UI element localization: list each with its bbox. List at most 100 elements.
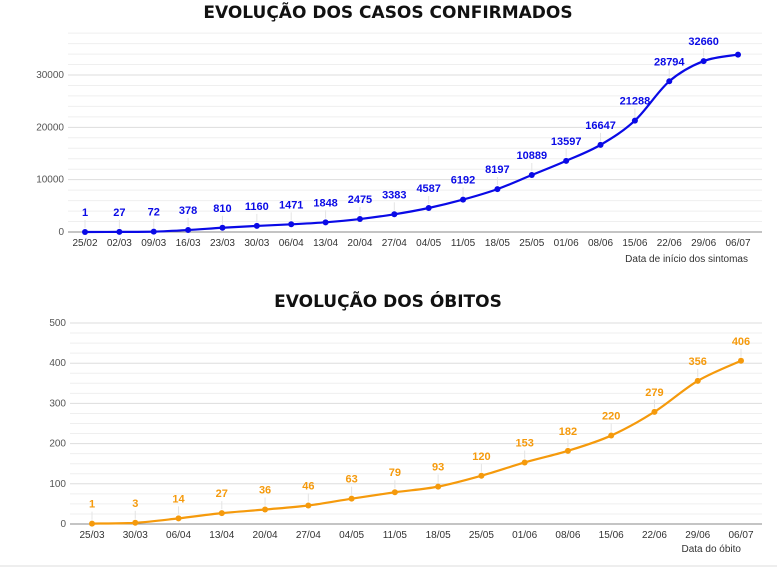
x-tick-label: 06/04 [279, 238, 304, 249]
y-tick-label: 0 [58, 227, 64, 238]
data-point [494, 186, 501, 193]
data-label: 27 [216, 488, 228, 500]
data-label: 378 [179, 205, 197, 217]
data-point [356, 216, 363, 223]
data-point [521, 459, 528, 466]
x-axis-label: Data do óbito [682, 544, 742, 555]
x-tick-label: 13/04 [209, 530, 234, 541]
data-point [82, 228, 88, 235]
y-tick-label: 500 [49, 318, 66, 329]
data-point [608, 432, 615, 439]
data-label: 32660 [688, 36, 719, 48]
x-tick-label: 06/07 [728, 530, 753, 541]
data-point [666, 78, 673, 85]
x-tick-label: 18/05 [485, 238, 510, 249]
data-point [175, 515, 182, 522]
data-point [391, 211, 398, 218]
x-tick-label: 11/05 [451, 238, 476, 249]
x-tick-label: 20/04 [347, 238, 372, 249]
chart-title: EVOLUÇÃO DOS ÓBITOS [274, 289, 502, 312]
data-point [150, 228, 157, 235]
data-label: 120 [472, 451, 490, 463]
data-point [219, 224, 226, 231]
x-tick-label: 02/03 [107, 238, 132, 249]
data-label: 93 [432, 462, 444, 474]
x-tick-label: 01/06 [512, 530, 537, 541]
x-tick-label: 29/06 [691, 238, 716, 249]
data-label: 10889 [516, 150, 547, 162]
data-point [288, 221, 295, 228]
data-label: 220 [602, 411, 620, 423]
x-tick-label: 20/04 [253, 530, 278, 541]
x-tick-label: 30/03 [123, 530, 148, 541]
data-point [322, 219, 329, 226]
x-tick-label: 13/04 [313, 238, 338, 249]
data-label: 356 [689, 356, 707, 368]
data-point [694, 377, 701, 384]
x-tick-label: 15/06 [599, 530, 624, 541]
x-tick-label: 08/06 [555, 530, 580, 541]
data-point [564, 447, 571, 454]
data-label: 72 [148, 207, 160, 219]
data-point [132, 519, 139, 526]
y-tick-label: 0 [60, 519, 66, 530]
data-label: 63 [345, 474, 357, 486]
data-label: 21288 [620, 96, 651, 108]
data-point [631, 117, 638, 124]
data-label: 182 [559, 426, 577, 438]
x-tick-label: 25/05 [519, 238, 544, 249]
data-label: 153 [515, 437, 533, 449]
data-label: 36 [259, 485, 271, 497]
data-point [563, 157, 570, 164]
data-label: 406 [732, 336, 750, 348]
data-label: 1 [89, 499, 95, 511]
x-tick-label: 27/04 [296, 530, 321, 541]
x-tick-label: 06/04 [166, 530, 191, 541]
chart-1: EVOLUÇÃO DOS CASOS CONFIRMADOS 0 10000 2000… [36, 0, 762, 265]
data-point [262, 506, 269, 513]
x-tick-label: 04/05 [416, 238, 441, 249]
data-label: 3 [132, 498, 138, 510]
data-point [735, 51, 741, 58]
y-tick-label: 100 [49, 479, 66, 490]
data-point [651, 408, 658, 415]
y-tick-label: 30000 [36, 70, 64, 81]
data-point [478, 472, 485, 479]
data-point [348, 495, 355, 502]
chart-title: EVOLUÇÃO DOS CASOS CONFIRMADOS [203, 0, 572, 23]
data-label: 1848 [313, 197, 337, 209]
data-point [305, 502, 312, 509]
data-label: 46 [302, 481, 314, 493]
x-tick-label: 23/03 [210, 238, 235, 249]
x-tick-label: 22/06 [642, 530, 667, 541]
x-tick-label: 08/06 [588, 238, 613, 249]
x-tick-label: 04/05 [339, 530, 364, 541]
x-tick-label: 25/05 [469, 530, 494, 541]
data-label: 14 [172, 493, 185, 505]
x-axis-label: Data de início dos sintomas [625, 254, 748, 265]
y-tick-label: 300 [49, 398, 66, 409]
y-tick-label: 20000 [36, 122, 64, 133]
data-label: 810 [213, 203, 231, 215]
x-tick-label: 22/06 [657, 238, 682, 249]
data-label: 6192 [451, 175, 475, 187]
data-point [391, 489, 398, 496]
data-label: 3383 [382, 189, 406, 201]
y-tick-label: 10000 [36, 175, 64, 186]
data-point [700, 58, 707, 65]
x-tick-label: 09/03 [141, 238, 166, 249]
x-tick-label: 27/04 [382, 238, 407, 249]
data-point [425, 204, 432, 211]
data-point [218, 510, 225, 517]
data-label: 8197 [485, 164, 509, 176]
data-point [738, 357, 744, 364]
data-point [597, 141, 604, 148]
data-label: 2475 [348, 194, 372, 206]
x-tick-label: 18/05 [426, 530, 451, 541]
x-tick-label: 25/03 [79, 530, 104, 541]
data-point [89, 520, 95, 527]
data-label: 79 [389, 467, 401, 479]
data-label: 28794 [654, 56, 685, 68]
data-label: 13597 [551, 136, 582, 148]
